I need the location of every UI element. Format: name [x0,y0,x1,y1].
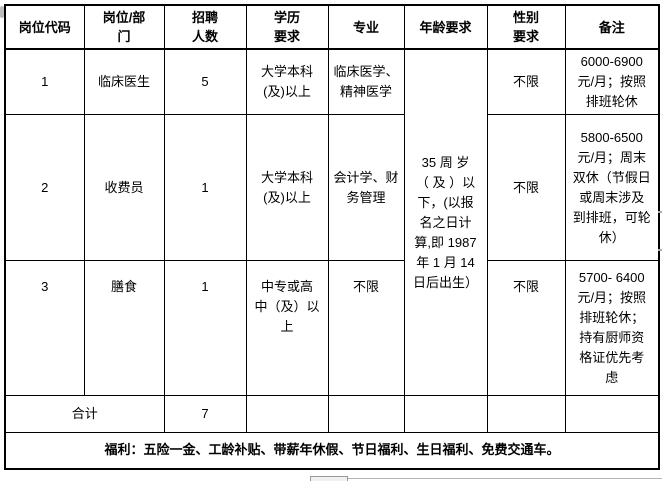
col-header-position-code: 岗位代码 [4,4,85,50]
cell-code: 2 [4,114,85,261]
grid-handle-dash [658,211,662,213]
cell-count: 1 [163,260,247,396]
table-row: 3 膳食 1 中专或高 中（及）以 上 不限 不限 5700- 6400 元/月… [4,260,660,396]
cell-age-requirement-merged: 35 周 岁 （ 及 ）以 下，(以报 名之日计 算,即 1987 年 1 月 … [403,48,488,396]
total-row: 合计 7 [4,395,660,433]
cell-gender: 不限 [486,260,566,396]
col-header-remarks: 备注 [564,4,660,50]
cell-code: 3 [4,260,85,396]
cell-dept: 收费员 [83,114,165,261]
total-row-empty-cell [486,395,566,433]
grid-handle-dash [658,249,662,251]
col-header-age: 年龄要求 [403,4,488,50]
col-header-position-dept: 岗位/部 门 [83,4,165,50]
recruitment-table: 岗位代码 岗位/部 门 招聘 人数 学历 要求 专业 年龄要求 性别 要求 备注… [4,4,660,470]
cell-education: 大学本科 (及)以上 [245,114,329,261]
total-row-empty-cell [327,395,405,433]
table-anchor-artifact [0,6,4,18]
table-header-row: 岗位代码 岗位/部 门 招聘 人数 学历 要求 专业 年龄要求 性别 要求 备注 [4,4,660,50]
total-row-empty-cell [403,395,488,433]
cell-education: 中专或高 中（及）以 上 [245,260,329,396]
col-header-gender: 性别 要求 [486,4,566,50]
total-row-empty-cell [245,395,329,433]
cell-count: 5 [163,48,247,115]
cell-code: 1 [4,48,85,115]
table-row: 2 收费员 1 大学本科 (及)以上 会计学、财 务管理 不限 5800-650… [4,114,660,261]
welfare-row: 福利：五险一金、工龄补贴、带薪年休假、节日福利、生日福利、免费交通车。 [4,432,660,469]
cell-education: 大学本科 (及)以上 [245,48,329,115]
table-row: 1 临床医生 5 大学本科 (及)以上 临床医学、 精神医学 35 周 岁 （ … [4,48,660,396]
total-label-cell: 合计 [4,395,165,433]
total-count-cell: 7 [163,395,247,433]
cell-dept: 临床医生 [83,48,165,115]
cell-remarks: 6000-6900 元/月；按照 排班轮休 [564,48,660,115]
total-row-empty-cell [564,395,660,433]
col-header-major: 专业 [327,4,405,50]
cell-gender: 不限 [486,48,566,115]
scrollbar-thumb[interactable] [310,476,348,481]
col-header-headcount: 招聘 人数 [163,4,247,50]
cell-dept: 膳食 [83,260,165,396]
welfare-note: 福利：五险一金、工龄补贴、带薪年休假、节日福利、生日福利、免费交通车。 [4,432,660,469]
cell-major: 临床医学、 精神医学 [327,48,405,115]
cell-remarks: 5800-6500 元/月；周末 双休（节假日 或周末涉及 到排班，可轮 休） [564,114,660,261]
cell-gender: 不限 [486,114,566,261]
cell-count: 1 [163,114,247,261]
scrollbar-track-line [348,478,662,479]
cell-major: 不限 [327,260,405,396]
cell-major: 会计学、财 务管理 [327,114,405,261]
col-header-education: 学历 要求 [245,4,329,50]
cell-remarks: 5700- 6400 元/月；按照 排班轮休； 持有厨师资 格证优先考 虑 [564,260,660,396]
